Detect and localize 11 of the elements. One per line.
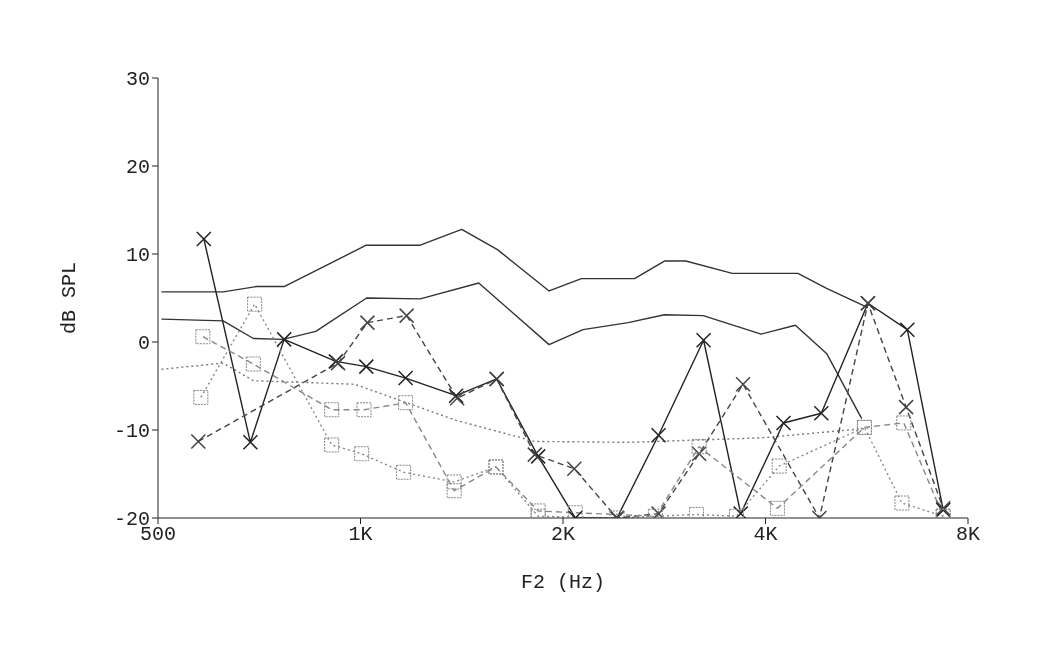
y-tick-label: 20 [125,156,150,180]
x-tick-label: 1K [348,523,373,547]
x-axis-title: F2 (Hz) [520,571,606,594]
x-tick-label: 8K [955,523,981,547]
y-tick-label: 0 [137,332,150,356]
y-tick-label: -10 [113,420,150,444]
y-axis-title: dB SPL [58,261,82,335]
x-tick-label: 2K [550,523,576,547]
y-tick-label: 10 [125,244,150,268]
x-tick-label: 4K [753,523,778,547]
y-tick-label: 30 [125,68,150,92]
